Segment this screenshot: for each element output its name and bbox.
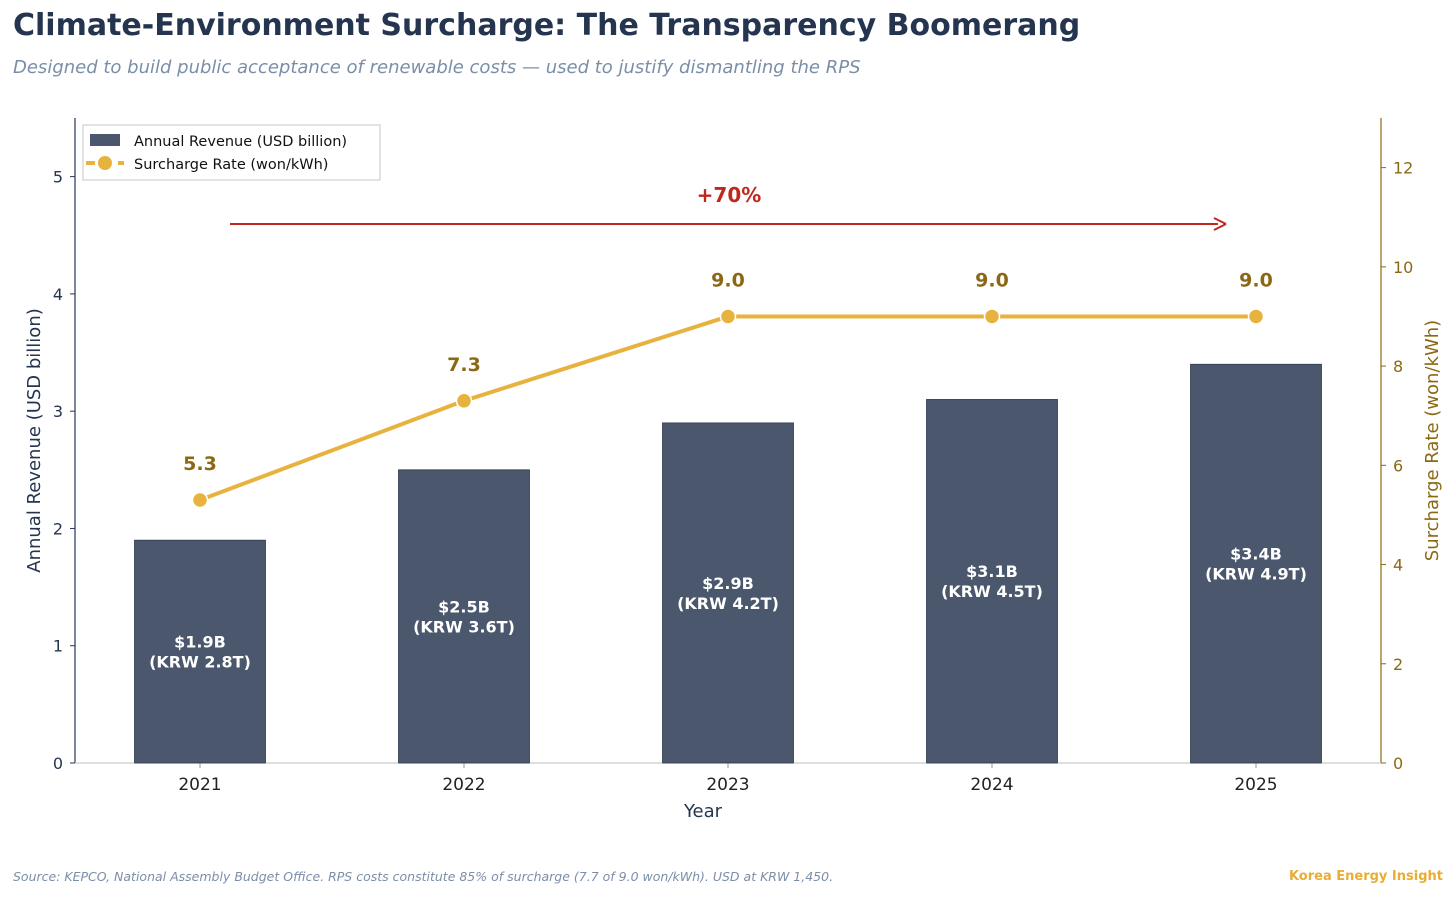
left-tick-label: 3 <box>53 402 63 421</box>
bar-label-krw: (KRW 2.8T) <box>149 653 251 672</box>
surcharge-label: 5.3 <box>183 453 217 475</box>
x-tick-label: 2025 <box>1234 775 1277 795</box>
left-tick-label: 0 <box>53 754 63 773</box>
chart-subtitle: Designed to build public acceptance of r… <box>13 57 861 78</box>
bar-2022 <box>398 469 530 764</box>
surcharge-label: 7.3 <box>447 354 481 376</box>
bar-label: $3.4B <box>1230 545 1282 564</box>
source-note: Source: KEPCO, National Assembly Budget … <box>13 869 834 884</box>
right-tick-label: 10 <box>1393 258 1413 277</box>
surcharge-point-2021 <box>191 491 209 509</box>
growth-annotation: +70% <box>697 183 762 207</box>
bar-label-krw: (KRW 4.9T) <box>1205 565 1307 584</box>
legend-line-marker <box>98 156 112 170</box>
bar-label-krw: (KRW 3.6T) <box>413 617 515 636</box>
bar-2021 <box>134 539 266 764</box>
arrowhead-icon <box>1213 217 1227 231</box>
right-tick-label: 6 <box>1393 456 1403 475</box>
legend-line-label: Surcharge Rate (won/kWh) <box>134 157 328 173</box>
brand-label: Korea Energy Insight <box>1288 869 1443 884</box>
x-tick-label: 2024 <box>970 775 1013 795</box>
bar-2024 <box>926 399 1058 764</box>
left-tick-label: 1 <box>53 637 63 656</box>
chart-title: Climate-Environment Surcharge: The Trans… <box>13 8 1081 43</box>
bar-2025 <box>1190 363 1322 764</box>
bar-2023 <box>662 422 794 764</box>
x-tick-label: 2022 <box>442 775 485 795</box>
surcharge-point-2023 <box>719 308 737 325</box>
left-tick-label: 5 <box>53 168 63 187</box>
left-axis-label: Annual Revenue (USD billion) <box>24 308 45 572</box>
bar-label-krw: (KRW 4.5T) <box>941 582 1043 601</box>
surcharge-label: 9.0 <box>975 269 1009 291</box>
legend-bar-label: Annual Revenue (USD billion) <box>134 134 347 150</box>
surcharge-point-2022 <box>455 392 473 410</box>
x-tick-label: 2021 <box>178 775 221 795</box>
right-tick-label: 12 <box>1393 159 1413 178</box>
surcharge-point-2025 <box>1247 308 1265 325</box>
right-tick-label: 2 <box>1393 655 1403 674</box>
bar-label: $3.1B <box>966 562 1018 581</box>
x-tick-label: 2023 <box>706 775 749 795</box>
surcharge-label: 9.0 <box>1239 269 1273 291</box>
bar-label: $1.9B <box>174 633 226 652</box>
right-tick-label: 8 <box>1393 357 1403 376</box>
legend-bar-swatch <box>90 134 120 146</box>
left-tick-label: 2 <box>53 519 63 538</box>
right-tick-label: 4 <box>1393 556 1403 575</box>
bar-label: $2.9B <box>702 574 754 593</box>
bar-label-krw: (KRW 4.2T) <box>677 594 779 613</box>
x-axis-label: Year <box>683 801 723 822</box>
bar-label: $2.5B <box>438 597 490 616</box>
right-axis-label: Surcharge Rate (won/kWh) <box>1422 320 1443 561</box>
legend <box>82 124 381 181</box>
right-tick-label: 0 <box>1393 754 1403 773</box>
surcharge-label: 9.0 <box>711 269 745 291</box>
surcharge-point-2024 <box>983 308 1001 325</box>
left-tick-label: 4 <box>53 285 63 304</box>
